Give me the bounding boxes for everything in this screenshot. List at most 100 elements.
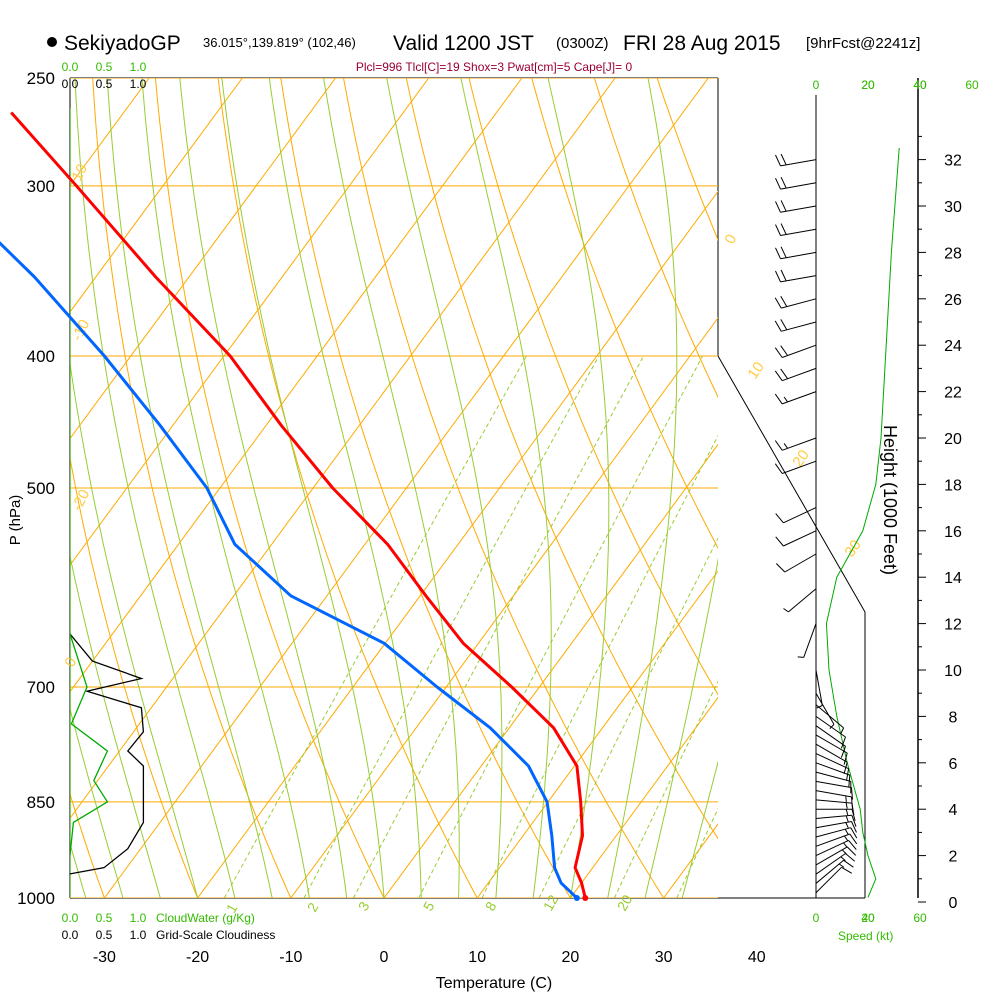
- wind-barb-staff: [815, 743, 848, 763]
- cloudiness-bottom-tick: 0.5: [96, 928, 113, 942]
- mixing-ratio-label: 12: [540, 892, 562, 914]
- wind-barb-staff: [815, 704, 844, 729]
- wind-barb-flag: [783, 396, 789, 403]
- speed-top-tick: 40: [913, 78, 927, 92]
- moist-adiabat: [757, 66, 1000, 898]
- wind-barb: [815, 814, 857, 827]
- height-tick-label: 14: [944, 570, 962, 587]
- mixing-ratio-line: [352, 355, 645, 898]
- wind-barb: [815, 833, 858, 847]
- height-axis-label: Height (1000 Feet): [880, 425, 900, 575]
- cloudwater-curve: [70, 633, 109, 856]
- wind-barb-flag: [774, 347, 783, 358]
- height-tick-label: 4: [949, 802, 958, 819]
- cloudwater-bottom-tick: 0.0: [62, 911, 79, 925]
- wind-barb-flag: [780, 153, 787, 166]
- theta-label: 0: [721, 232, 740, 247]
- wind-barb-flag: [780, 368, 789, 379]
- wind-barb-staff: [782, 367, 817, 382]
- mixing-ratio-line: [418, 355, 704, 898]
- wind-barb-staff: [788, 588, 817, 613]
- height-tick-label: 26: [944, 292, 962, 309]
- height-tick-label: 16: [944, 524, 962, 541]
- wind-barb-staff: [780, 159, 817, 167]
- wind-barb-flag: [774, 393, 783, 405]
- wind-barb-staff: [815, 692, 835, 725]
- mixing-ratio-label: 5: [420, 899, 438, 914]
- wind-barb-flag: [840, 736, 846, 749]
- wind-barb-flag: [774, 440, 783, 451]
- temperature-tick-label: 10: [468, 949, 486, 966]
- moist-adiabat: [386, 78, 503, 898]
- wind-barb-flag: [774, 320, 782, 332]
- height-tick-label: 30: [944, 199, 962, 216]
- wind-barb-flag: [843, 859, 854, 868]
- wind-barb: [815, 780, 853, 800]
- wind-barb-flag: [845, 802, 848, 809]
- wind-barb-flag: [849, 833, 858, 845]
- wind-barb-flag: [843, 762, 848, 774]
- temperature-tick-label: -30: [93, 949, 116, 966]
- wind-speed-profile: [825, 147, 900, 898]
- wind-barb-staff: [815, 669, 823, 706]
- moist-adiabat: [607, 78, 678, 898]
- wind-barb: [775, 176, 817, 190]
- wind-barb-flag: [775, 154, 781, 167]
- cloudiness-bottom-tick: 1.0: [130, 928, 147, 942]
- wind-barb-flag: [780, 246, 787, 258]
- dewpoint-line: [0, 241, 578, 900]
- isotherm-line: [383, 443, 718, 898]
- wind-barb: [774, 437, 817, 451]
- wind-barb-staff: [803, 623, 817, 658]
- wind-barb-staff: [815, 866, 842, 894]
- isotherm-line: [70, 78, 336, 440]
- wind-barb-flag: [843, 835, 849, 842]
- height-tick-label: 6: [949, 756, 958, 773]
- wind-barb-flag: [845, 822, 849, 829]
- wind-barb: [816, 808, 856, 821]
- isotherm-line: [476, 570, 718, 898]
- wind-barb-flag: [840, 856, 846, 862]
- wind-barb-flag: [783, 608, 789, 613]
- moist-adiabat: [179, 78, 348, 898]
- indices-line: Plcl=996 Tlcl[C]=19 Shox=3 Pwat[cm]=5 Ca…: [356, 60, 633, 74]
- theta-label: 10: [744, 359, 767, 382]
- isotherm-line: [70, 78, 616, 820]
- plot-area: [70, 66, 1000, 898]
- cloudiness-top-tick: 1.0: [130, 77, 147, 91]
- mixing-ratio-label: 3: [355, 899, 373, 914]
- mixing-ratio-line: [223, 355, 527, 898]
- height-tick-label: 12: [944, 617, 962, 634]
- wind-barb-flag: [780, 269, 787, 282]
- plot-border-slant: [717, 355, 866, 613]
- theta-label: -20: [68, 487, 93, 514]
- wind-barb: [774, 319, 817, 332]
- wind-barb-flag: [775, 513, 784, 524]
- wind-barb: [797, 623, 817, 658]
- wind-barb: [775, 153, 817, 167]
- x-axis-label: Temperature (C): [436, 975, 552, 992]
- wind-barb-staff: [815, 790, 852, 798]
- wind-barb: [774, 295, 817, 309]
- moist-adiabat: [70, 706, 124, 898]
- isotherm-line: [103, 78, 709, 898]
- wind-barb-staff: [782, 437, 817, 451]
- moist-adiabat: [141, 78, 310, 898]
- wind-barb-flag: [775, 563, 786, 573]
- height-tick-label: 18: [944, 477, 962, 494]
- dry-adiabat: [593, 78, 718, 399]
- wind-barb-staff: [815, 715, 846, 738]
- wind-barb: [775, 200, 817, 213]
- wind-barb: [815, 859, 854, 884]
- wind-barb-staff: [780, 182, 817, 190]
- wind-barb: [815, 821, 857, 833]
- wind-barb-flag: [845, 809, 849, 816]
- wind-barb-staff: [815, 771, 851, 782]
- wind-barb: [775, 223, 817, 236]
- wind-barb: [815, 839, 857, 857]
- dry-adiabat: [280, 78, 571, 898]
- height-tick-label: 2: [949, 849, 958, 866]
- wind-barb: [775, 553, 817, 573]
- station-name: SekiyadoGP: [64, 32, 181, 55]
